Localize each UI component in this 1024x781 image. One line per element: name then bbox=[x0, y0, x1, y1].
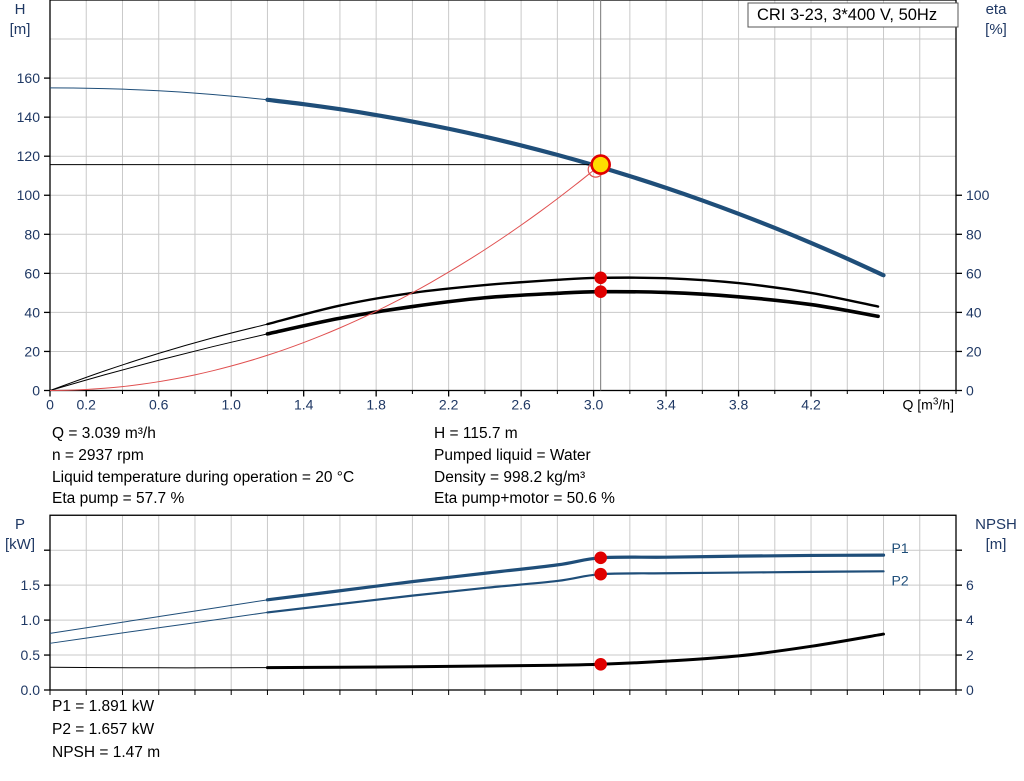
svg-text:60: 60 bbox=[24, 265, 40, 281]
svg-text:[m]: [m] bbox=[986, 536, 1007, 553]
svg-text:eta: eta bbox=[986, 1, 1008, 18]
svg-text:20: 20 bbox=[966, 343, 982, 359]
svg-text:60: 60 bbox=[966, 265, 982, 281]
svg-text:1.8: 1.8 bbox=[366, 397, 386, 413]
svg-text:80: 80 bbox=[966, 226, 982, 242]
svg-text:120: 120 bbox=[17, 148, 41, 164]
svg-text:[m]: [m] bbox=[10, 21, 31, 38]
svg-text:0.5: 0.5 bbox=[21, 647, 41, 663]
svg-text:Q [m3/h]: Q [m3/h] bbox=[903, 397, 954, 413]
svg-text:P: P bbox=[15, 516, 25, 533]
svg-text:0.2: 0.2 bbox=[77, 397, 97, 413]
svg-text:H: H bbox=[15, 1, 26, 18]
svg-text:4.2: 4.2 bbox=[801, 397, 821, 413]
svg-text:0: 0 bbox=[966, 682, 974, 698]
svg-text:100: 100 bbox=[17, 187, 41, 203]
svg-text:6: 6 bbox=[966, 577, 974, 593]
svg-text:2.2: 2.2 bbox=[439, 397, 459, 413]
svg-text:40: 40 bbox=[24, 304, 40, 320]
svg-text:3.0: 3.0 bbox=[584, 397, 604, 413]
svg-text:1.0: 1.0 bbox=[21, 612, 41, 628]
svg-text:3.4: 3.4 bbox=[656, 397, 676, 413]
svg-text:3.8: 3.8 bbox=[729, 397, 749, 413]
svg-text:20: 20 bbox=[24, 343, 40, 359]
svg-text:CRI 3-23, 3*400 V, 50Hz: CRI 3-23, 3*400 V, 50Hz bbox=[757, 6, 937, 24]
svg-text:4: 4 bbox=[966, 612, 974, 628]
svg-text:0.6: 0.6 bbox=[149, 397, 169, 413]
svg-text:P1: P1 bbox=[892, 540, 909, 556]
svg-text:0.0: 0.0 bbox=[21, 682, 41, 698]
svg-text:1.5: 1.5 bbox=[21, 577, 41, 593]
svg-text:40: 40 bbox=[966, 304, 982, 320]
svg-text:[kW]: [kW] bbox=[5, 536, 35, 553]
svg-text:1.0: 1.0 bbox=[221, 397, 241, 413]
svg-text:0: 0 bbox=[46, 397, 54, 413]
svg-text:0: 0 bbox=[966, 383, 974, 399]
svg-text:[%]: [%] bbox=[985, 21, 1007, 38]
svg-text:P2: P2 bbox=[892, 572, 909, 588]
svg-text:140: 140 bbox=[17, 109, 41, 125]
svg-text:2: 2 bbox=[966, 647, 974, 663]
svg-text:160: 160 bbox=[17, 70, 41, 86]
svg-text:0: 0 bbox=[32, 383, 40, 399]
svg-text:1.4: 1.4 bbox=[294, 397, 314, 413]
svg-text:80: 80 bbox=[24, 226, 40, 242]
svg-text:2.6: 2.6 bbox=[511, 397, 531, 413]
svg-text:100: 100 bbox=[966, 187, 990, 203]
svg-text:NPSH: NPSH bbox=[975, 516, 1017, 533]
